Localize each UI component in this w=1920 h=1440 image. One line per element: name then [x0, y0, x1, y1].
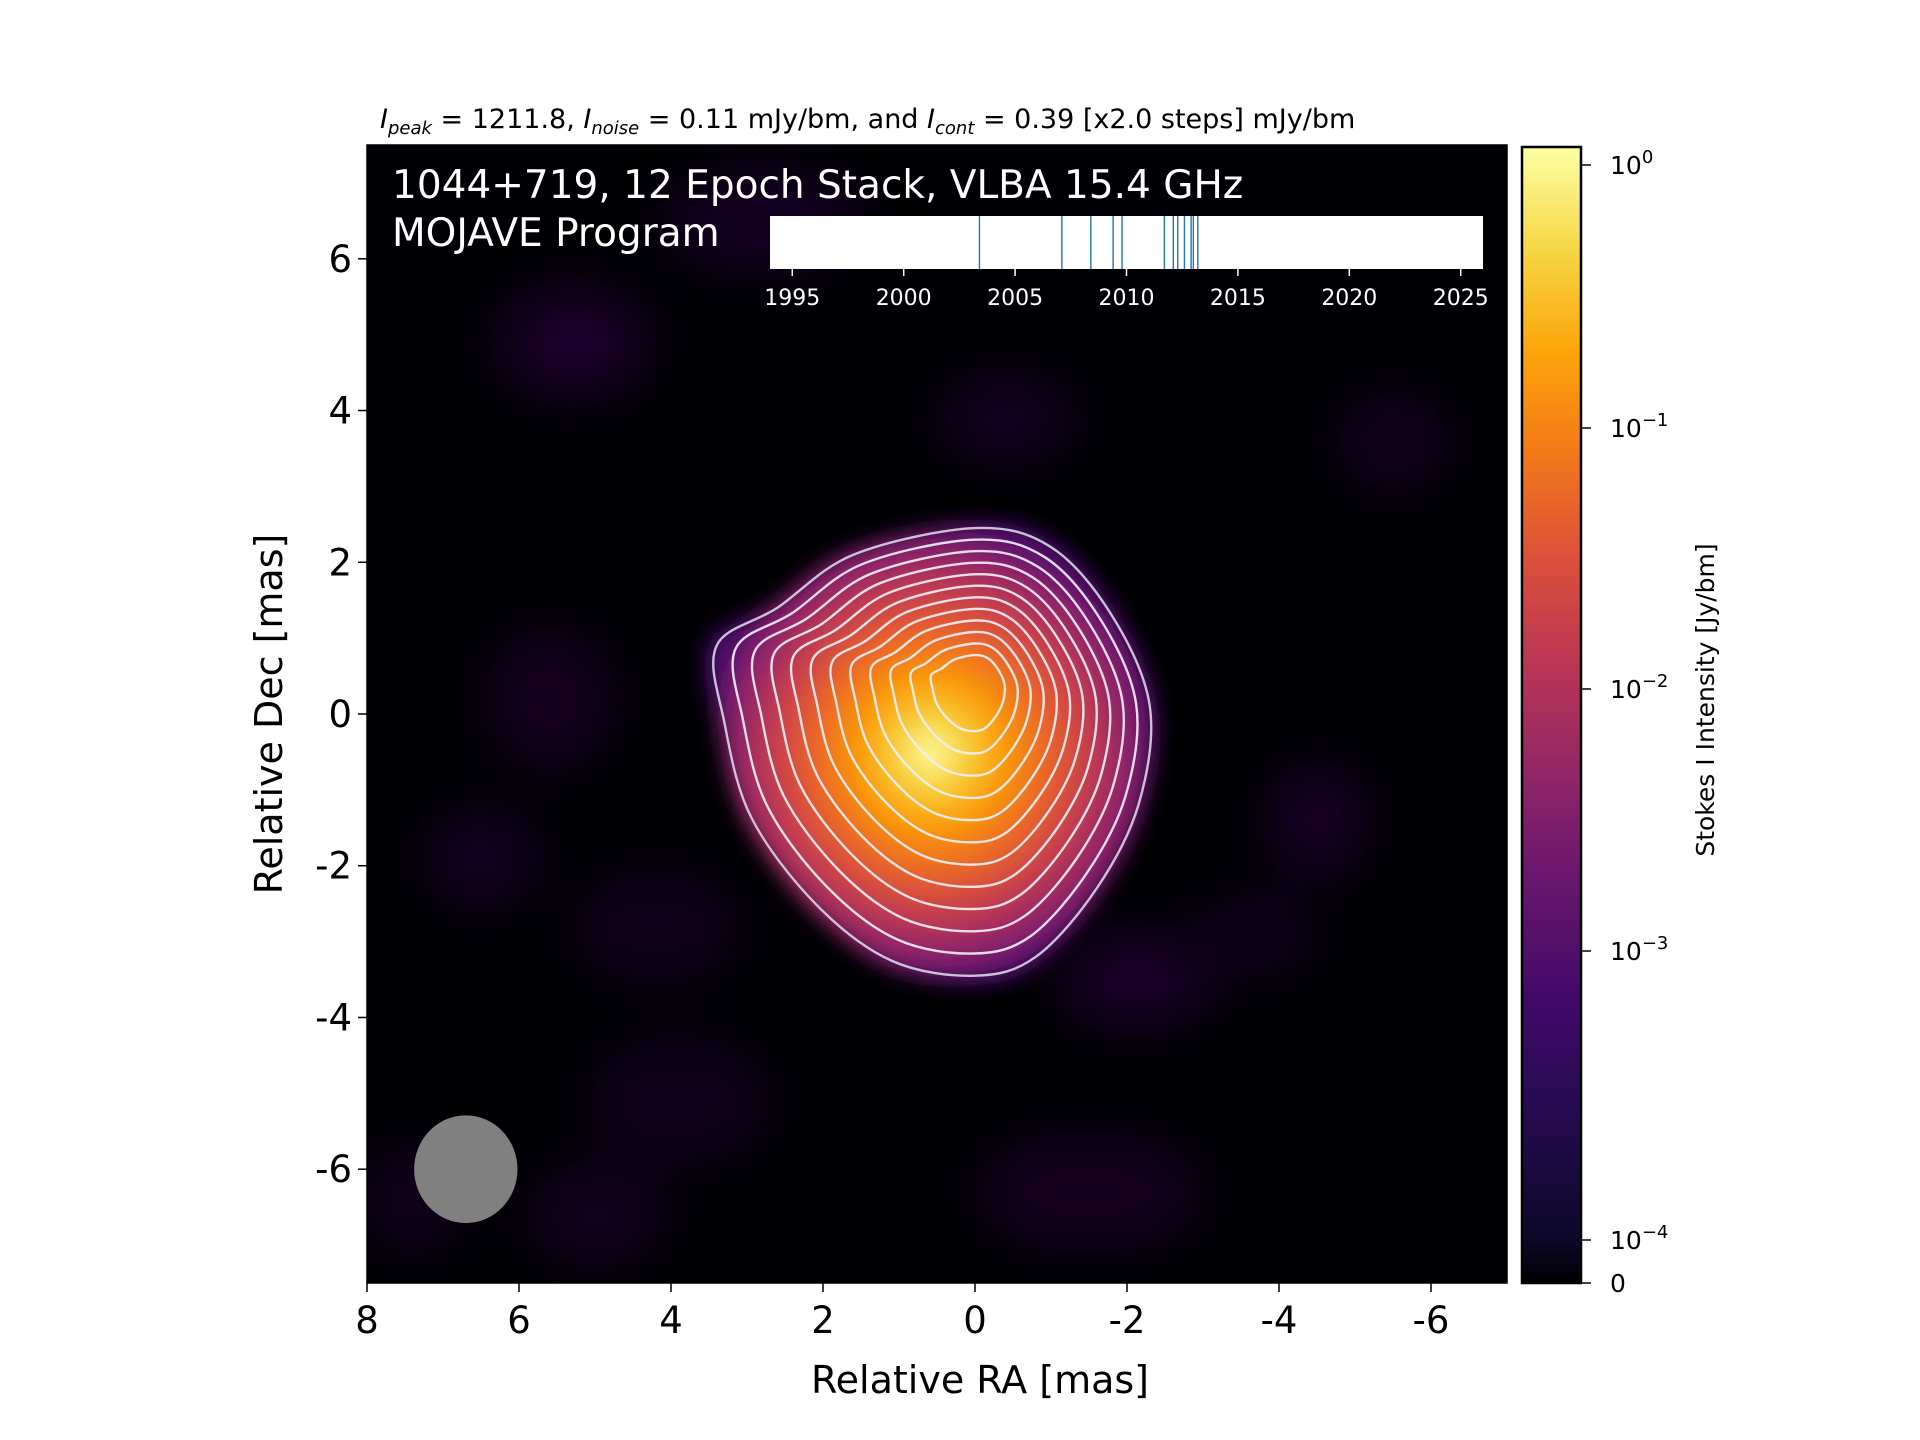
- colorbar-tick-label: 0: [1610, 1269, 1626, 1298]
- x-tick-label: -6: [1413, 1299, 1450, 1342]
- noise-blob: [937, 380, 1074, 457]
- epoch-timeline: 1995 2000 2005 2010 2015 2020 2025: [764, 216, 1489, 311]
- y-tick-label: -6: [315, 1148, 352, 1191]
- x-tick-label: 0: [963, 1299, 987, 1342]
- contour-level-5: [789, 572, 1098, 889]
- overlay-title-line1: 1044+719, 12 Epoch Stack, VLBA 15.4 GHz: [392, 163, 1243, 208]
- contour-level-12: [929, 653, 1007, 733]
- noise-blob: [572, 873, 740, 980]
- timeline-box: [770, 216, 1483, 269]
- colorbar-tick-label: 10−4: [1610, 1222, 1668, 1255]
- x-tick-label: 6: [507, 1299, 531, 1342]
- contour-lines: [712, 526, 1153, 977]
- y-tick-label: 4: [328, 390, 352, 433]
- axes: 8 6 4 2 0 -2 -4 -6 -6 -4 -2 0 2 4 6: [315, 238, 1449, 1342]
- noise-blob: [488, 630, 611, 768]
- x-tick-label: -4: [1261, 1299, 1298, 1342]
- noise-blob: [496, 289, 649, 396]
- overlay-title-line2: MOJAVE Program: [392, 211, 720, 256]
- x-tick-label: 8: [355, 1299, 379, 1342]
- y-tick-label: 6: [328, 238, 352, 281]
- noise-blob: [427, 812, 535, 904]
- noise-blob: [1339, 395, 1447, 487]
- colorbar-frame: [1520, 145, 1583, 1285]
- timeline-tick-label: 2025: [1433, 286, 1489, 311]
- contour-level-3: [750, 549, 1125, 933]
- noise-blob: [1195, 896, 1317, 972]
- contour-level-6: [809, 584, 1085, 866]
- colorbar-label: Stokes I Intensity [Jy/bm]: [1691, 543, 1720, 856]
- figure-title: Ipeak = 1211.8, Inoise = 0.11 mJy/bm, an…: [380, 104, 1355, 139]
- noise-blob: [526, 1169, 664, 1261]
- noise-blob: [587, 1040, 770, 1162]
- timeline-tick-label: 2005: [987, 286, 1043, 311]
- y-tick-label: -4: [315, 996, 352, 1039]
- x-tick-label: 2: [811, 1299, 835, 1342]
- contour-level-10: [888, 630, 1032, 777]
- colorbar-tick-label: 100: [1610, 147, 1653, 180]
- contour-level-1: [712, 526, 1153, 977]
- colorbar-gradient: [1522, 147, 1581, 1283]
- colorbar-tick-label: 10−3: [1610, 933, 1668, 966]
- timeline-tick-label: 2010: [1099, 286, 1155, 311]
- timeline-tick-label: 1995: [764, 286, 820, 311]
- contour-level-4: [770, 561, 1112, 911]
- timeline-tick-label: 2015: [1210, 286, 1266, 311]
- x-axis-label: Relative RA [mas]: [811, 1358, 1149, 1402]
- x-tick-label: -2: [1109, 1299, 1146, 1342]
- beam-ellipse: [414, 1115, 518, 1224]
- contour-level-9: [868, 619, 1045, 800]
- y-tick-label: 0: [328, 693, 352, 736]
- timeline-tick-label: 2020: [1321, 286, 1377, 311]
- contour-level-11: [909, 642, 1020, 755]
- contour-level-8: [849, 607, 1059, 822]
- y-axis-label: Relative Dec [mas]: [247, 534, 291, 895]
- timeline-tick-label: 2000: [876, 286, 932, 311]
- noise-blob: [1271, 767, 1363, 874]
- x-tick-label: 4: [659, 1299, 683, 1342]
- y-tick-label: -2: [315, 845, 352, 888]
- contour-level-7: [829, 596, 1072, 844]
- background-noise: [367, 175, 1447, 1261]
- colorbar-tick-label: 10−2: [1610, 671, 1668, 704]
- y-tick-label: 2: [328, 541, 352, 584]
- colorbar: 100 10−1 10−2 10−3 10−4 0 Stokes I Intensity …: [1520, 145, 1720, 1298]
- noise-blob: [975, 1138, 1203, 1246]
- image-panel: 1044+719, 12 Epoch Stack, VLBA 15.4 GHz …: [367, 145, 1507, 1283]
- noise-blob: [1058, 934, 1211, 1026]
- contour-level-2: [731, 538, 1139, 955]
- colorbar-tick-label: 10−1: [1610, 410, 1668, 443]
